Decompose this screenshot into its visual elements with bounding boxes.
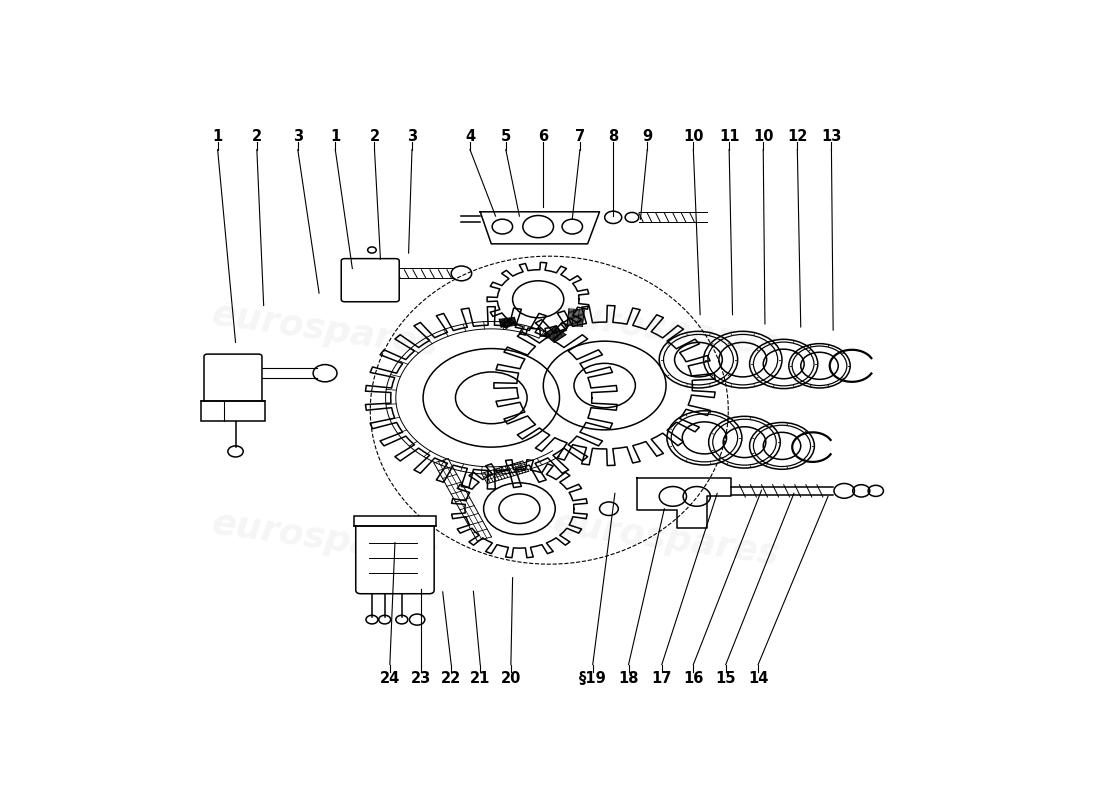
Text: 10: 10: [683, 129, 704, 143]
Text: 1: 1: [330, 129, 340, 143]
Text: 16: 16: [683, 670, 704, 686]
Text: 17: 17: [651, 670, 672, 686]
Text: eurospares: eurospares: [209, 506, 441, 572]
Text: eurospares: eurospares: [209, 298, 441, 363]
Text: 6: 6: [538, 129, 549, 143]
Text: 2: 2: [370, 129, 379, 143]
Text: 10: 10: [754, 129, 773, 143]
Text: 24: 24: [379, 670, 400, 686]
Text: 21: 21: [470, 670, 491, 686]
Text: 3: 3: [407, 129, 417, 143]
FancyBboxPatch shape: [341, 258, 399, 302]
Bar: [200, 401, 264, 422]
Text: 15: 15: [715, 670, 736, 686]
Text: 4: 4: [465, 129, 475, 143]
Text: 7: 7: [575, 129, 585, 143]
Text: 13: 13: [822, 129, 842, 143]
Text: 9: 9: [642, 129, 652, 143]
Text: 1: 1: [212, 129, 223, 143]
Text: 12: 12: [788, 129, 807, 143]
Text: 5: 5: [500, 129, 510, 143]
Text: 18: 18: [618, 670, 639, 686]
Text: 20: 20: [500, 670, 521, 686]
Text: §19: §19: [579, 670, 606, 686]
Text: 23: 23: [410, 670, 431, 686]
Text: eurospares: eurospares: [550, 298, 782, 363]
FancyBboxPatch shape: [204, 354, 262, 403]
Text: 2: 2: [252, 129, 262, 143]
Text: 8: 8: [608, 129, 618, 143]
Text: 22: 22: [441, 670, 461, 686]
Bar: [354, 516, 436, 526]
FancyBboxPatch shape: [355, 522, 434, 594]
Text: eurospares: eurospares: [550, 506, 782, 572]
Text: 11: 11: [719, 129, 739, 143]
Text: 14: 14: [748, 670, 768, 686]
Text: 3: 3: [293, 129, 303, 143]
